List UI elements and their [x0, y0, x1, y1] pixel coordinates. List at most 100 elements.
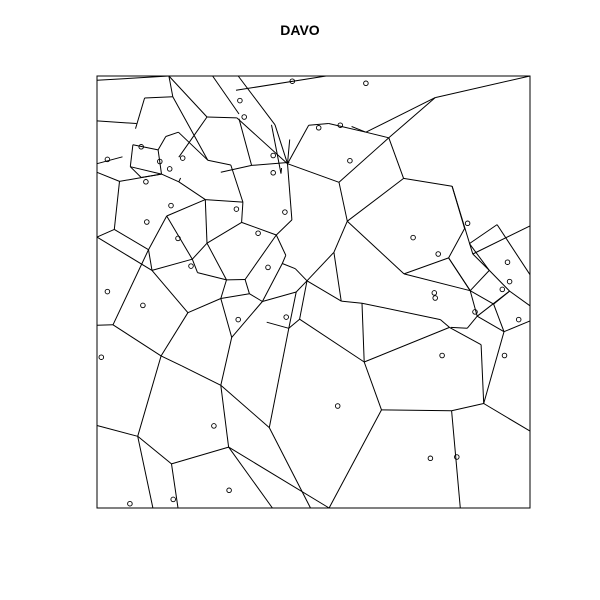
voronoi-edge [220, 298, 233, 338]
site-point [363, 80, 369, 87]
plot-title: DAVO [280, 22, 320, 38]
voronoi-edge [228, 446, 273, 509]
site-point [175, 235, 181, 242]
voronoi-edge [469, 290, 478, 317]
site-point [501, 352, 508, 359]
site-point [104, 288, 111, 295]
voronoi-edge [361, 303, 365, 363]
site-point [168, 202, 174, 209]
voronoi-edge [435, 75, 531, 99]
voronoi-edge [206, 221, 242, 244]
voronoi-edge [212, 75, 240, 115]
voronoi-edge [308, 123, 329, 126]
voronoi-edge [271, 124, 282, 174]
voronoi-edge [472, 253, 490, 271]
voronoi-edge [388, 137, 405, 179]
voronoi-edge [488, 270, 510, 292]
site-point [515, 316, 522, 323]
voronoi-edge [472, 225, 531, 255]
voronoi-edge [274, 124, 288, 164]
voronoi-edge [96, 75, 169, 81]
voronoi-edge [160, 312, 189, 357]
voronoi-edge [137, 435, 172, 465]
voronoi-edge [206, 242, 227, 281]
voronoi-edge [235, 75, 327, 91]
voronoi-edge [178, 181, 206, 201]
voronoi-edge [207, 159, 231, 166]
voronoi-edge [137, 436, 154, 509]
voronoi-edge [96, 120, 137, 124]
voronoi-edge [449, 326, 482, 346]
site-point [347, 157, 353, 164]
voronoi-edge [178, 131, 209, 161]
site-point [435, 251, 441, 257]
voronoi-edge [469, 270, 490, 292]
site-point [138, 144, 144, 150]
site-point [270, 152, 276, 159]
voronoi-edge [403, 257, 449, 275]
site-point [432, 295, 438, 301]
voronoi-edge [244, 234, 277, 280]
voronoi-edge [364, 326, 450, 363]
voronoi-edge [157, 136, 167, 151]
voronoi-edge [503, 320, 531, 333]
voronoi-edge [295, 280, 308, 293]
cell-edges [96, 75, 531, 509]
voronoi-edge [220, 293, 250, 299]
voronoi-edge [178, 177, 182, 183]
voronoi-edge [469, 224, 498, 245]
site-point [282, 209, 288, 215]
voronoi-edge [151, 270, 189, 314]
voronoi-edge [346, 178, 404, 222]
voronoi-edge [220, 384, 270, 428]
voronoi-edge [148, 215, 168, 250]
voronoi-edge [171, 463, 179, 509]
site-point [289, 78, 296, 84]
voronoi-edge [172, 96, 209, 161]
voronoi-edge [238, 118, 253, 166]
site-point [334, 403, 341, 409]
voronoi-edge [333, 252, 342, 302]
voronoi-edge [132, 144, 159, 151]
voronoi-edge [251, 161, 290, 166]
voronoi-edge [241, 221, 277, 236]
voronoi-edge [361, 302, 441, 321]
voronoi-edge [187, 298, 221, 314]
voronoi-edge [509, 290, 531, 307]
voronoi-edge [168, 75, 208, 118]
voronoi-edge [287, 163, 293, 220]
site-point [454, 454, 460, 460]
site-points [98, 78, 522, 507]
voronoi-edge [165, 131, 179, 137]
site-point [241, 114, 247, 120]
voronoi-edge [280, 167, 282, 174]
voronoi-edge [249, 293, 263, 302]
voronoi-edge [483, 403, 531, 432]
voronoi-edge [119, 173, 162, 182]
voronoi-edge [403, 177, 453, 187]
site-point [283, 314, 289, 320]
voronoi-edge [112, 249, 149, 326]
voronoi-edge [493, 303, 505, 332]
site-point [235, 316, 241, 323]
voronoi-edge [287, 163, 340, 183]
voronoi-edge [137, 355, 162, 437]
site-point [410, 234, 416, 241]
voronoi-edge [228, 446, 330, 509]
site-point [237, 97, 243, 104]
voronoi-edge [381, 409, 452, 412]
voronoi-edge [450, 326, 468, 329]
voronoi-edge [96, 236, 153, 271]
voronoi-edge [346, 220, 405, 275]
site-point [144, 219, 150, 225]
site-point [337, 122, 344, 128]
voronoi-edge [288, 318, 300, 329]
voronoi-edge [275, 219, 293, 236]
voronoi-edge [287, 139, 291, 164]
site-point [464, 220, 471, 227]
voronoi-edge [287, 124, 310, 164]
voronoi-edge [388, 97, 436, 139]
voronoi-edge [96, 324, 114, 326]
voronoi-edge [261, 263, 283, 302]
voronoi-edge [268, 427, 311, 509]
